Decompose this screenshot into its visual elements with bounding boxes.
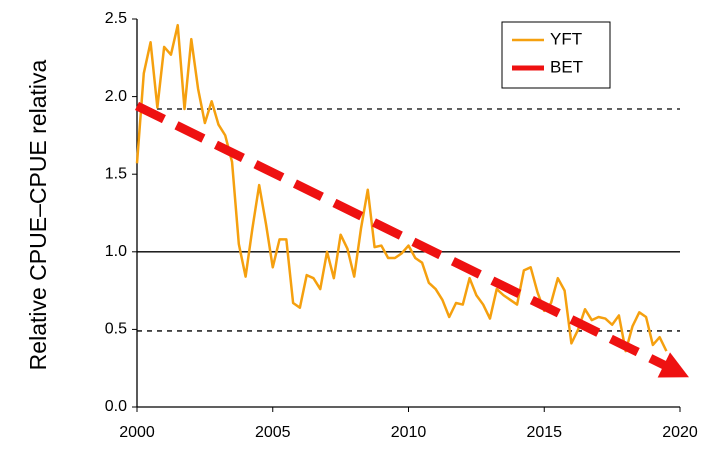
y-tick-label: 2.0 <box>105 88 127 105</box>
x-tick-label: 2015 <box>526 424 562 441</box>
y-tick-label: 2.5 <box>105 10 127 27</box>
y-tick-label: 0.0 <box>105 398 127 415</box>
legend-label: BET <box>550 57 583 76</box>
y-tick-label: 1.0 <box>105 243 127 260</box>
legend-box <box>501 21 611 89</box>
x-tick-label: 2020 <box>662 424 698 441</box>
legend-label: YFT <box>550 29 582 48</box>
y-axis-label: Relative CPUE–CPUE relativa <box>25 59 51 370</box>
series-line <box>135 23 668 353</box>
arrow-head <box>657 352 689 378</box>
trend-arrow <box>135 101 682 377</box>
x-tick-label: 2010 <box>391 424 427 441</box>
y-tick-label: 0.5 <box>105 321 127 338</box>
x-tick-label: 2000 <box>119 424 155 441</box>
y-tick-label: 1.5 <box>105 165 127 182</box>
x-tick-label: 2005 <box>255 424 291 441</box>
